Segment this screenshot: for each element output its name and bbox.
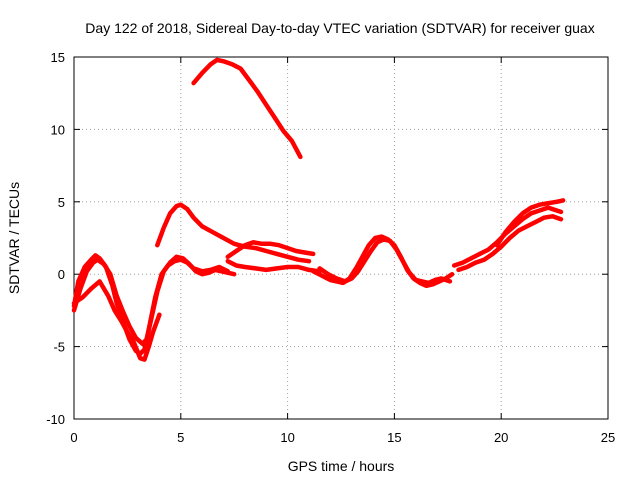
y-tick-label: 15 xyxy=(51,50,65,65)
series-group xyxy=(71,57,566,362)
series-arc-b xyxy=(71,254,237,346)
series-arc-c xyxy=(71,279,162,362)
y-tick-label: 5 xyxy=(58,195,65,210)
x-tick-label: 20 xyxy=(494,430,508,445)
axis-ticks: 0 5 10 15 20 25 -10 -5 0 5 10 15 xyxy=(46,50,615,445)
x-tick-label: 5 xyxy=(177,430,184,445)
series-arc-i xyxy=(317,237,453,286)
grid xyxy=(74,57,608,419)
x-tick-label: 15 xyxy=(387,430,401,445)
series-arc-k xyxy=(456,214,564,273)
y-tick-label: -5 xyxy=(53,340,65,355)
series-arc-f xyxy=(225,240,316,260)
series-arc-e xyxy=(155,202,312,264)
x-tick-label: 0 xyxy=(70,430,77,445)
x-tick-label: 25 xyxy=(601,430,615,445)
chart-title: Day 122 of 2018, Sidereal Day-to-day VTE… xyxy=(85,20,594,36)
series-arc-l xyxy=(494,198,566,248)
x-tick-label: 10 xyxy=(280,430,294,445)
series-arc-d xyxy=(191,57,303,160)
plot-frame xyxy=(73,56,609,420)
y-tick-label: 10 xyxy=(51,122,65,137)
y-axis-label: SDTVAR / TECUs xyxy=(6,182,22,294)
y-tick-label: 0 xyxy=(58,267,65,282)
y-tick-label: -10 xyxy=(46,412,65,427)
series-arc-g xyxy=(225,258,322,274)
x-axis-label: GPS time / hours xyxy=(288,458,395,474)
